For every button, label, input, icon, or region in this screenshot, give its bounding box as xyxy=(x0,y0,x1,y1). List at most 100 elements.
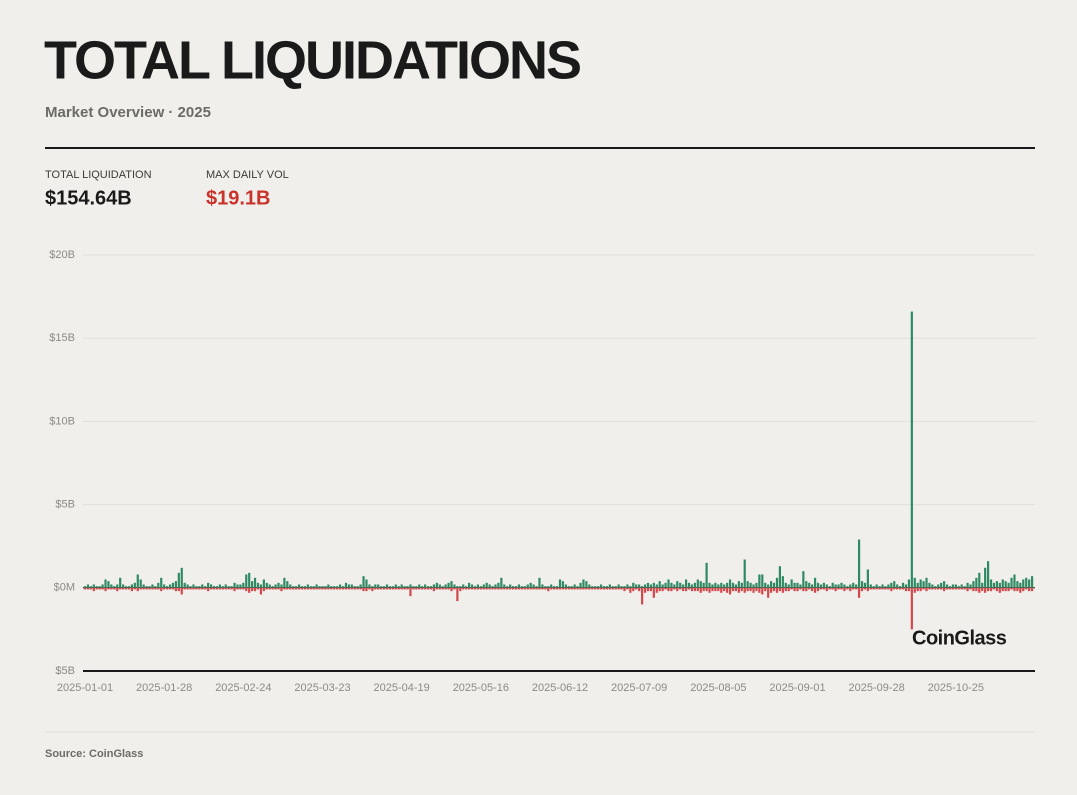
bar xyxy=(327,584,330,588)
bar xyxy=(617,584,620,588)
bar xyxy=(790,579,793,588)
bar xyxy=(177,587,180,592)
bar xyxy=(318,587,321,590)
bar xyxy=(896,584,899,588)
bar xyxy=(904,584,908,588)
bar xyxy=(995,587,998,592)
bar xyxy=(394,587,397,590)
bar xyxy=(306,584,309,588)
bar xyxy=(749,582,752,588)
bar xyxy=(212,586,216,588)
bar xyxy=(740,582,743,588)
bar xyxy=(840,587,843,590)
bar xyxy=(529,582,532,588)
bar xyxy=(664,587,667,590)
bar xyxy=(435,587,438,590)
bar xyxy=(479,586,482,588)
bar xyxy=(462,584,465,588)
bar xyxy=(796,587,799,592)
bar xyxy=(541,584,544,588)
bar xyxy=(309,586,312,588)
bar xyxy=(995,581,998,588)
bar xyxy=(262,587,265,592)
bar xyxy=(764,587,767,592)
bar xyxy=(154,587,157,590)
bar xyxy=(429,587,433,590)
bar xyxy=(447,587,450,590)
bar xyxy=(242,587,245,590)
bar xyxy=(497,582,500,588)
bar xyxy=(714,587,717,592)
bar xyxy=(945,584,949,588)
bar xyxy=(855,584,858,588)
bar xyxy=(432,584,436,588)
bar xyxy=(116,584,119,588)
bar xyxy=(283,587,286,590)
bar xyxy=(758,587,761,593)
bar xyxy=(693,587,696,592)
bar xyxy=(594,586,597,588)
bar xyxy=(506,586,509,588)
bar xyxy=(253,587,257,592)
bar xyxy=(582,587,585,590)
bar xyxy=(576,587,579,590)
bar xyxy=(649,584,652,588)
bar xyxy=(520,587,523,590)
bar xyxy=(523,586,526,588)
y-tick-label: $10B xyxy=(49,415,75,427)
bar xyxy=(984,587,987,593)
bar xyxy=(866,569,869,588)
bar xyxy=(696,579,699,588)
bar xyxy=(802,571,805,588)
bar xyxy=(699,581,702,588)
bar xyxy=(784,582,787,588)
bar xyxy=(667,579,670,588)
bar xyxy=(705,587,708,592)
bar xyxy=(635,584,638,588)
bar xyxy=(412,587,415,590)
bar xyxy=(382,586,386,588)
bar xyxy=(168,587,172,590)
bar xyxy=(148,587,151,590)
bar xyxy=(341,586,345,588)
bar xyxy=(643,587,647,593)
bar xyxy=(168,584,172,588)
bar xyxy=(582,579,585,588)
bar xyxy=(400,587,403,590)
bar xyxy=(588,584,591,588)
bar xyxy=(309,587,312,590)
bar xyxy=(297,587,301,590)
bar xyxy=(215,587,219,590)
bar xyxy=(186,587,189,590)
bar xyxy=(890,587,893,592)
bar xyxy=(359,587,362,590)
bar xyxy=(588,587,591,590)
bar xyxy=(95,587,98,590)
bar xyxy=(887,587,890,590)
bar xyxy=(585,587,588,590)
bar xyxy=(321,586,324,588)
x-tick-label: 2025-04-19 xyxy=(374,682,430,694)
bar xyxy=(494,584,497,588)
bar xyxy=(133,587,136,590)
bar xyxy=(805,581,808,588)
bar xyxy=(485,587,488,590)
bar xyxy=(465,587,468,590)
bar xyxy=(520,586,523,588)
bar xyxy=(652,587,655,598)
bar xyxy=(494,587,497,590)
bar xyxy=(978,572,981,588)
bar xyxy=(673,587,676,590)
bar xyxy=(1013,587,1016,592)
bar xyxy=(271,586,274,588)
bar xyxy=(470,587,474,590)
bar xyxy=(638,587,641,592)
bar xyxy=(321,587,324,590)
bar xyxy=(107,587,110,590)
bar xyxy=(421,587,424,590)
bar xyxy=(511,586,515,588)
bar xyxy=(834,587,837,592)
bar xyxy=(881,584,884,588)
bar xyxy=(274,587,277,590)
bar xyxy=(611,586,614,588)
